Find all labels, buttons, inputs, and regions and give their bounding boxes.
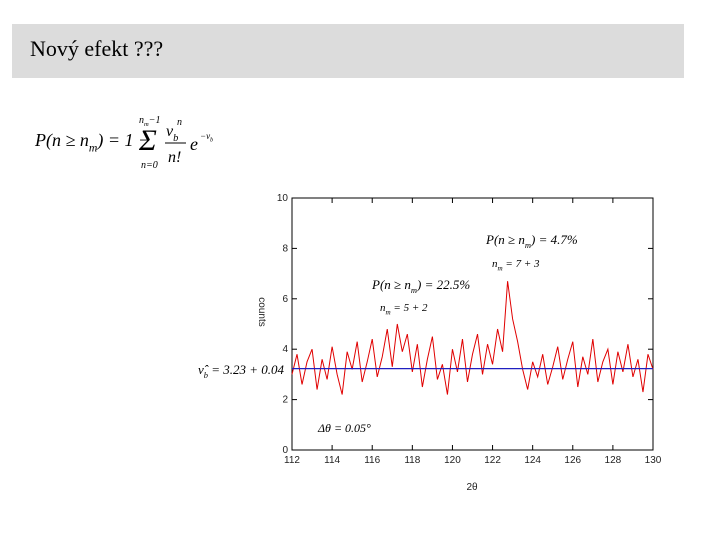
y-tick-label: 8 (282, 243, 288, 254)
subscript: m (386, 308, 391, 316)
formula-power: n (177, 117, 182, 128)
x-tick-label: 126 (564, 455, 581, 466)
formula-exponent: −νb (200, 131, 213, 144)
y-tick-label: 0 (282, 445, 288, 456)
text-part: ν̂ (198, 362, 209, 377)
formula-denominator: n! (168, 149, 181, 166)
text-part: = 3.23 + 0.04 (208, 362, 285, 377)
text-part: ) = 1 − (96, 130, 150, 151)
formula-sum: Σ (138, 124, 157, 157)
formula-upper: nm−1 (139, 115, 160, 128)
text-part: Σ (138, 124, 157, 157)
text-part: = 5 + 2 (391, 302, 428, 314)
subscript: m (411, 285, 417, 295)
subscript: m (89, 141, 97, 154)
text-part: −ν (200, 131, 210, 141)
text-part: = 7 + 3 (503, 258, 540, 270)
title-bar (12, 24, 684, 78)
x-tick-label: 122 (484, 455, 501, 466)
subscript: m (525, 240, 531, 250)
text-part: n! (168, 149, 181, 166)
subscript: b (210, 138, 213, 144)
y-tick-label: 6 (282, 294, 288, 305)
formula-lhs: P(n ≥ nm) = 1 − (34, 130, 150, 154)
annotation: ν̂b = 3.23 + 0.04 (198, 362, 285, 380)
text-part: P(n ≥ n (371, 277, 411, 292)
formula-numerator: νb (166, 123, 178, 144)
y-axis-label: counts (256, 297, 267, 326)
x-tick-label: 124 (524, 455, 541, 466)
text-part: n (139, 115, 144, 126)
text-part: e (190, 134, 198, 154)
x-tick-label: 112 (284, 455, 300, 466)
slide-title: Nový efekt ??? (30, 36, 163, 61)
data-line (291, 281, 654, 395)
x-tick-label: 114 (324, 455, 340, 466)
text-part: P(n ≥ n (485, 232, 525, 247)
subscript: m (498, 264, 503, 272)
text-part: ) = 22.5% (416, 277, 470, 292)
formula-e: e (190, 134, 198, 154)
y-tick-label: 2 (282, 395, 288, 406)
annotation: P(n ≥ nm) = 22.5% (371, 277, 470, 295)
text-part: n (177, 117, 182, 128)
formula-lower: n=0 (141, 160, 158, 171)
text-part: P(n ≥ n (34, 130, 89, 151)
text-part: ) = 4.7% (530, 232, 578, 247)
x-tick-label: 120 (444, 455, 461, 466)
subscript: b (173, 133, 178, 144)
text-part: Δθ = 0.05° (317, 421, 371, 435)
x-tick-label: 116 (364, 455, 380, 466)
text-part: n (380, 302, 386, 314)
x-tick-label: 130 (645, 455, 662, 466)
annotation: Δθ = 0.05° (317, 421, 371, 435)
annotation: nm = 7 + 3 (492, 258, 540, 272)
x-axis-label: 2θ (466, 482, 478, 493)
y-tick-label: 4 (282, 344, 288, 355)
annotation: P(n ≥ nm) = 4.7% (485, 232, 578, 250)
x-tick-label: 118 (404, 455, 420, 466)
text-part: ν (166, 123, 174, 140)
subscript: b (204, 370, 208, 380)
subscript: m (144, 121, 149, 128)
text-part: n (492, 258, 498, 270)
x-tick-label: 128 (605, 455, 622, 466)
annotation: nm = 5 + 2 (380, 302, 428, 316)
y-tick-label: 10 (277, 193, 289, 204)
text-part: −1 (149, 115, 161, 126)
text-part: n=0 (141, 160, 158, 171)
plot-frame (291, 197, 654, 451)
